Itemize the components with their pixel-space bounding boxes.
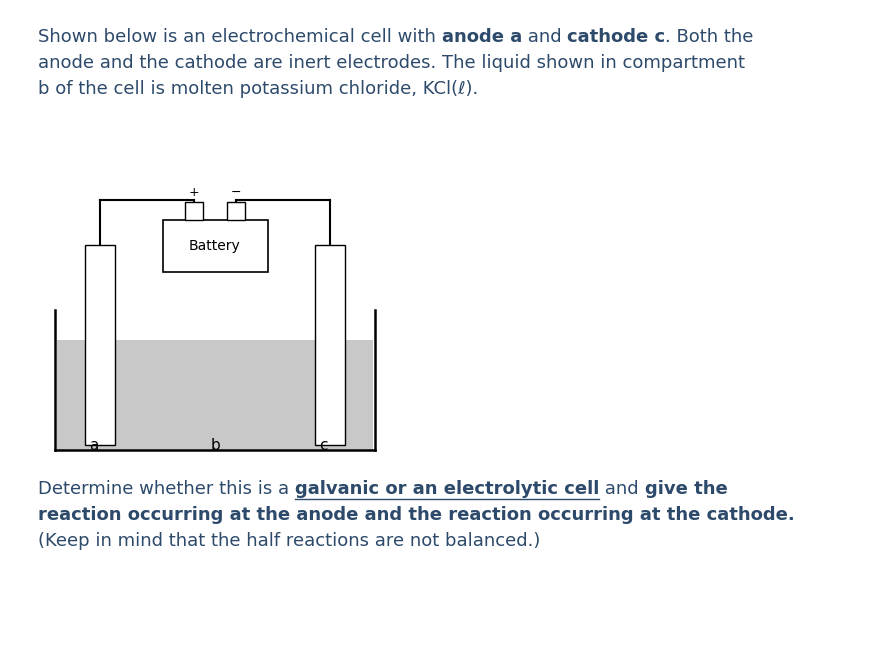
Text: cathode c: cathode c xyxy=(567,28,666,46)
Bar xyxy=(57,340,373,450)
Text: c: c xyxy=(319,438,328,453)
Text: a: a xyxy=(89,438,98,453)
Text: . Both the: . Both the xyxy=(666,28,754,46)
Text: b of the cell is molten potassium chloride, KCl(ℓ).: b of the cell is molten potassium chlori… xyxy=(38,80,479,98)
Text: Determine whether this is a: Determine whether this is a xyxy=(38,480,295,498)
Text: anode a: anode a xyxy=(442,28,522,46)
Bar xyxy=(185,202,203,220)
Text: anode and the cathode are inert electrodes. The liquid shown in compartment: anode and the cathode are inert electrod… xyxy=(38,54,745,72)
Text: reaction occurring at the anode and the reaction occurring at the cathode.: reaction occurring at the anode and the … xyxy=(38,506,795,524)
Bar xyxy=(162,220,268,272)
Text: galvanic or an electrolytic cell: galvanic or an electrolytic cell xyxy=(295,480,600,498)
Bar xyxy=(315,245,345,445)
Bar xyxy=(85,245,115,445)
Text: and: and xyxy=(600,480,645,498)
Text: (Keep in mind that the half reactions are not balanced.): (Keep in mind that the half reactions ar… xyxy=(38,532,540,550)
Text: −: − xyxy=(230,186,241,199)
Text: and: and xyxy=(522,28,567,46)
Text: Shown below is an electrochemical cell with: Shown below is an electrochemical cell w… xyxy=(38,28,442,46)
Bar xyxy=(227,202,245,220)
Text: b: b xyxy=(210,438,220,453)
Text: Battery: Battery xyxy=(189,239,241,253)
Text: +: + xyxy=(189,186,200,199)
Text: give the: give the xyxy=(645,480,728,498)
